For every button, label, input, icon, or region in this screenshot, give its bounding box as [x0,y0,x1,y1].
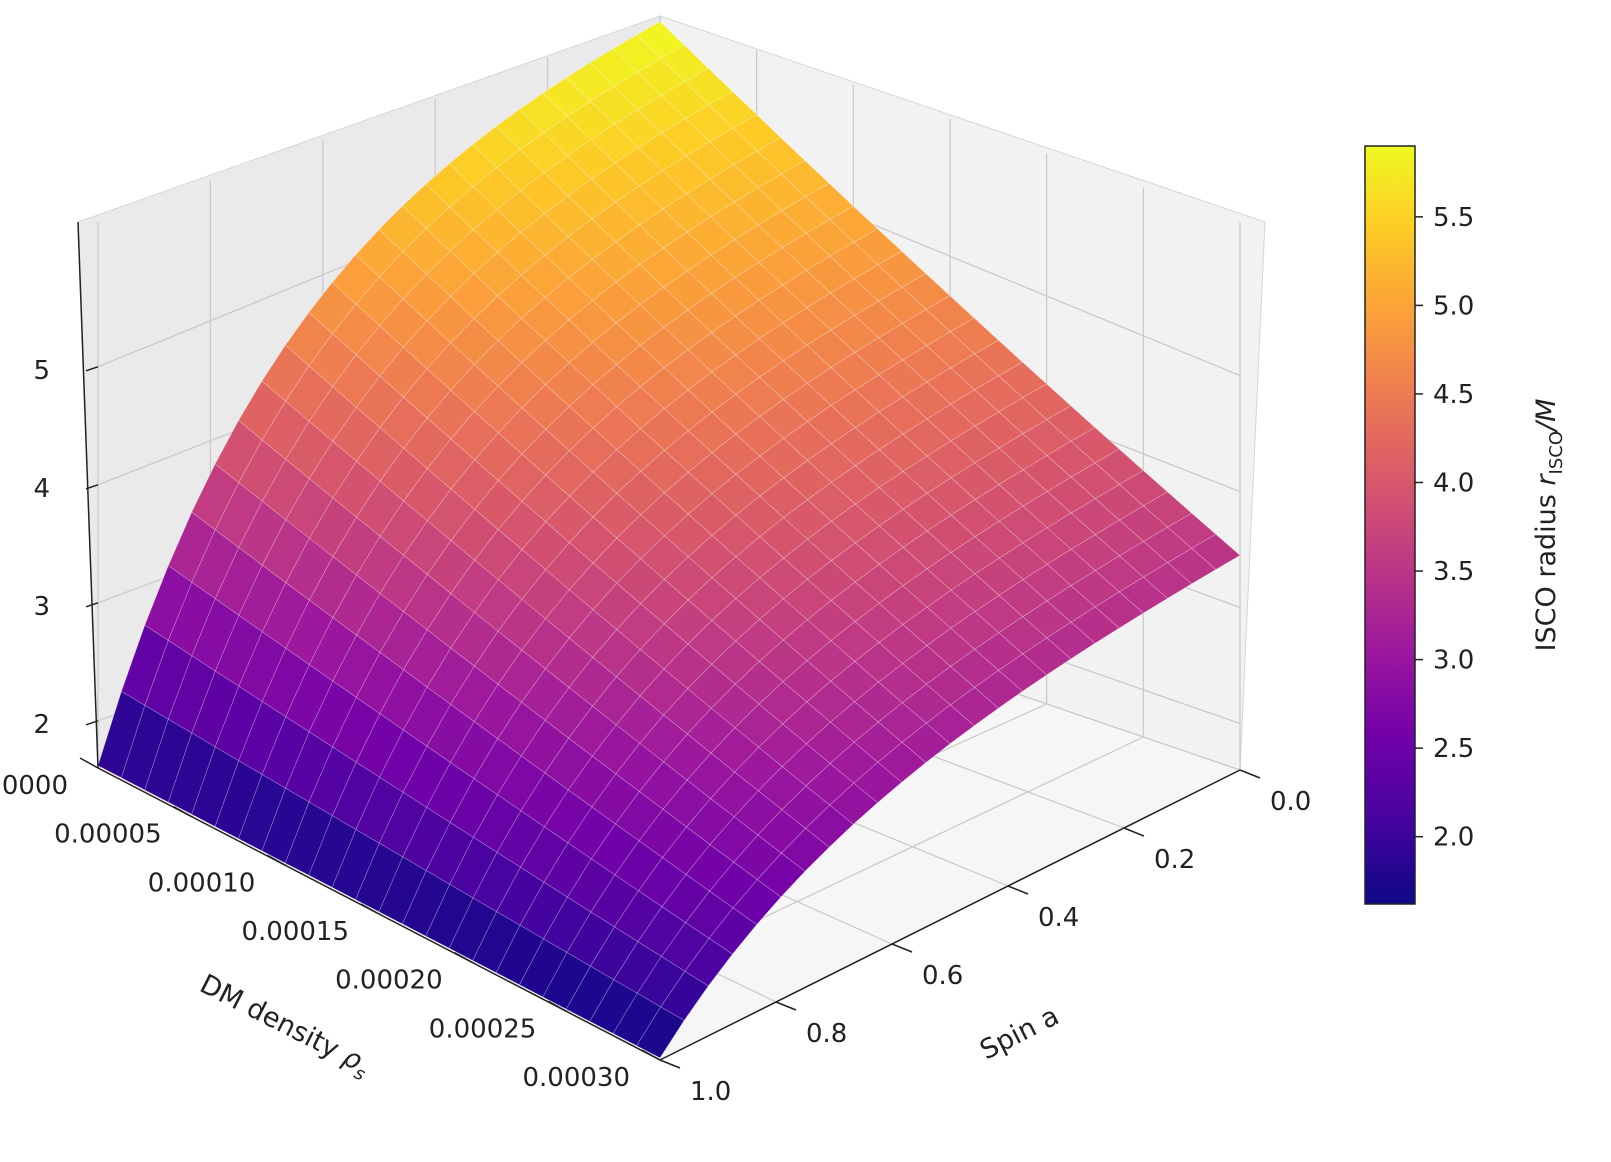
colorbar-tick-label: 3.0 [1433,646,1474,676]
y-ticks: 0.0 0.2 0.4 0.6 0.8 1.0 [659,769,1311,1107]
x-axis-label-text: DM density [195,969,344,1065]
y-tick-label: 0.0 [1270,787,1311,817]
colorbar-tick-label: 2.5 [1433,734,1474,764]
colorbar-label: ISCO radius rISCO/M [1531,399,1567,652]
x-tick-mark [79,757,99,769]
y-tick-label: 0.4 [1038,903,1079,933]
y-tick-label: 0.2 [1154,845,1195,875]
y-axis-line [659,769,1241,1061]
x-tick-label: 0.00015 [241,917,349,947]
z-tick-label: 2 [33,710,50,740]
x-tick-mark [360,903,380,915]
colorbar-tick-label: 3.5 [1433,557,1474,587]
x-tick-mark [173,806,193,818]
z-axis-line [77,221,99,769]
y-tick-mark [891,943,913,953]
z-tick-label: 3 [33,592,50,622]
y-axis-label: Spin a [975,1000,1064,1066]
colorbar-label-sub: ISCO [1546,431,1567,474]
colorbar-label-text: ISCO radius [1531,494,1562,651]
colorbar-tick-label: 5.0 [1433,291,1474,321]
y-tick-mark [1123,827,1145,837]
z-ticks: 2 3 4 5 [33,356,99,740]
z-tick-label: 5 [33,356,50,386]
colorbar-tick-label: 4.5 [1433,380,1474,410]
surface [97,21,1241,1059]
y-tick-label: 0.6 [922,961,963,991]
y-tick-mark [1239,769,1261,779]
x-tick-mark [454,952,474,964]
colorbar-tick-label: 2.0 [1433,823,1474,853]
y-tick-label: 0.8 [806,1019,847,1049]
surface-patch [636,1006,685,1059]
colorbar-label-symbol: r [1531,473,1562,486]
x-tick-label: 0.00030 [522,1063,630,1093]
y-tick-mark [1007,885,1029,895]
x-tick-label: 0.00025 [429,1014,537,1044]
colorbar-tick-label: 4.0 [1433,468,1474,498]
colorbar-label-unit: /M [1531,399,1562,433]
y-tick-mark [659,1059,681,1069]
colorbar-tick-label: 5.5 [1433,203,1474,233]
colorbar [1364,145,1416,905]
y-tick-mark [775,1001,797,1011]
x-tick-label: 0.00005 [54,820,162,850]
colorbar-ticks: 2.0 2.5 3.0 3.5 4.0 4.5 5.0 5.5 [1415,203,1474,853]
x-tick-mark [641,1049,661,1061]
y-tick-label: 1.0 [690,1077,731,1107]
x-tick-label: 0.00010 [148,868,256,898]
z-tick-mark [85,720,99,726]
x-tick-mark [547,1000,567,1012]
z-tick-label: 4 [33,474,50,504]
z-tick-mark [85,366,99,372]
x-tick-label: 0.00020 [335,966,443,996]
z-tick-mark [85,484,99,490]
z-tick-mark [85,602,99,608]
x-tick-mark [266,854,286,866]
